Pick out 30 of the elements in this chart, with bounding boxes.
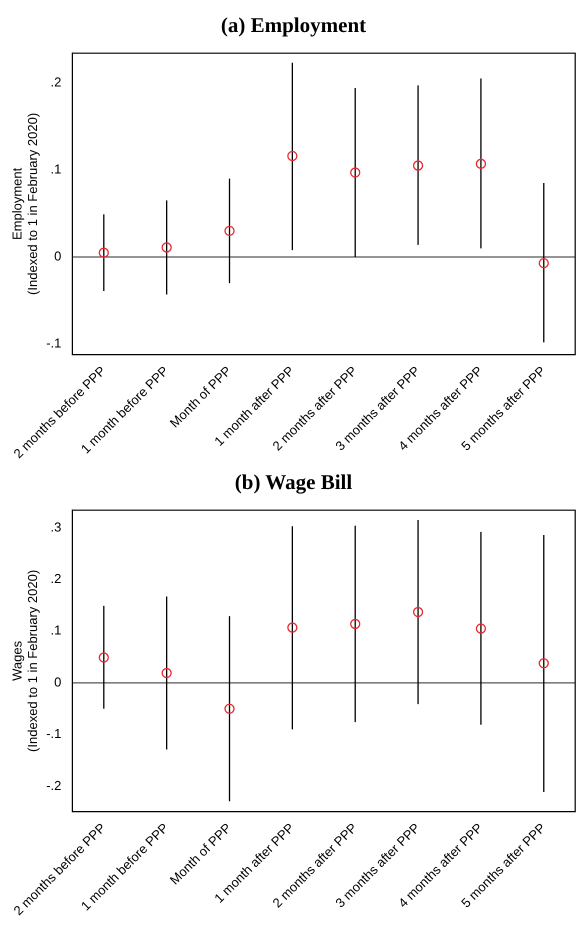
point — [538, 658, 549, 668]
y-tick-label: -.1 — [46, 726, 62, 742]
point — [538, 258, 549, 268]
y-tick-label: .1 — [50, 162, 62, 176]
point — [476, 158, 486, 169]
y-tick-label: .3 — [50, 519, 62, 534]
chart-title: (a) Employment — [220, 13, 366, 38]
point — [162, 668, 172, 678]
point — [98, 652, 109, 663]
y-tick-label: .1 — [50, 622, 62, 638]
point — [98, 248, 109, 258]
y-tick-label: -.2 — [46, 778, 62, 793]
point — [412, 160, 424, 171]
y-tick-label: 0 — [54, 674, 62, 690]
point — [476, 623, 486, 634]
y-tick-label: -.1 — [46, 336, 62, 351]
point — [224, 704, 235, 714]
point — [287, 150, 298, 162]
y-tick-label: 0 — [54, 248, 62, 264]
point — [162, 242, 172, 253]
point — [350, 167, 360, 178]
y-tick-label: .2 — [50, 571, 62, 586]
y-axis-title: Employment (Indexed to 1 in February 2020) — [9, 112, 40, 295]
chart-title: (b) Wage Bill — [234, 470, 352, 494]
point — [350, 618, 360, 630]
point — [224, 226, 235, 236]
y-axis-title: Wages (Indexed to 1 in February 2020) — [9, 570, 40, 752]
y-tick-label: .2 — [50, 74, 62, 90]
point — [287, 622, 298, 633]
point — [412, 606, 424, 618]
